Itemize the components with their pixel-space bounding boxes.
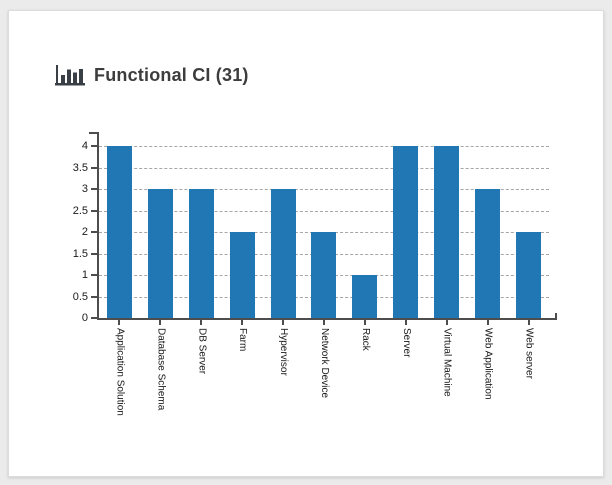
y-axis-tick-label: 2 (81, 226, 88, 238)
y-axis-tick (91, 252, 99, 255)
x-axis-label: Rack (359, 328, 371, 351)
bar-web-server[interactable] (516, 232, 542, 318)
x-label-slot: Application Solution (99, 328, 140, 428)
bar-db-server[interactable] (188, 189, 214, 318)
x-axis-label: DB Server (196, 328, 208, 375)
x-axis-label: Server (400, 328, 412, 358)
y-axis-tick (91, 188, 99, 190)
y-axis-tick-label: 1.5 (72, 247, 88, 260)
bar-hypervisor[interactable] (270, 189, 296, 318)
y-axis-tick-label: 2.5 (72, 204, 88, 217)
x-label-slot: Web Application (467, 328, 508, 428)
bar-slot (99, 132, 140, 318)
x-axis-tick (363, 320, 366, 325)
bar-slot (222, 132, 263, 318)
x-axis-tick (200, 320, 203, 325)
bar-application-solution[interactable] (106, 146, 132, 318)
bar-farm[interactable] (229, 232, 255, 318)
gridline (99, 210, 549, 212)
y-axis-tick (91, 145, 99, 147)
x-label-slot: Farm (222, 328, 263, 428)
bars-row (99, 132, 549, 318)
x-label-slot: Hypervisor (263, 328, 304, 428)
x-axis-label: Virtual Machine (441, 328, 453, 397)
x-axis-label: Web server (523, 328, 535, 379)
gridline (99, 167, 549, 169)
x-axis-tick (241, 320, 244, 325)
x-label-slot: Virtual Machine (426, 328, 467, 428)
y-axis-tick-label: 3 (81, 183, 88, 195)
x-axis-tick (159, 320, 162, 325)
y-axis-tick-label: 0.5 (72, 290, 88, 303)
bar-slot (344, 132, 385, 318)
y-axis-tick-label: 3.5 (72, 161, 88, 174)
x-axis-tick (323, 320, 325, 325)
x-label-slot: Web server (508, 328, 549, 428)
gridline (99, 146, 549, 147)
x-axis-end-cap (555, 313, 557, 320)
y-axis-tick (91, 231, 99, 233)
y-axis-tick (91, 317, 99, 319)
y-axis-tick (91, 209, 99, 212)
x-label-slot: Database Schema (140, 328, 181, 428)
y-axis-end-cap (89, 132, 97, 134)
x-axis-tick (527, 320, 530, 325)
bar-server[interactable] (393, 146, 419, 318)
bar-slot (140, 132, 181, 318)
y-axis-tick (91, 295, 99, 298)
x-axis-tick (445, 320, 448, 325)
x-axis-extension (549, 318, 557, 320)
x-axis-label: Hypervisor (278, 328, 290, 376)
y-axis-tick-label: 4 (81, 140, 88, 152)
bar-slot (426, 132, 467, 318)
bar-slot (385, 132, 426, 318)
bar-chart-icon (55, 65, 85, 86)
bar-database-schema[interactable] (147, 189, 173, 318)
report-card: Functional CI (31) Application Solution D… (8, 10, 604, 477)
bar-slot (181, 132, 222, 318)
y-axis-tick (91, 166, 99, 169)
report-header: Functional CI (31) (55, 63, 249, 87)
x-label-slot: Network Device (304, 328, 345, 428)
bar-slot (467, 132, 508, 318)
x-axis-tick (404, 320, 407, 325)
y-axis-tick-label: 0 (81, 312, 88, 324)
bar-rack[interactable] (352, 275, 378, 318)
bar-chart-plot-area: Application Solution Database Schema DB Se… (73, 132, 557, 416)
x-axis-label: Database Schema (155, 328, 167, 411)
y-axis-tick (91, 274, 99, 276)
bar-slot (263, 132, 304, 318)
gridline (99, 189, 549, 190)
page-title: Functional CI (31) (94, 64, 249, 85)
bar-virtual-machine[interactable] (434, 146, 460, 318)
x-axis-label: Network Device (318, 328, 330, 399)
x-label-slot: Server (385, 328, 426, 428)
x-axis-label: Farm (237, 328, 249, 352)
x-label-slot: DB Server (181, 328, 222, 428)
bar-slot (304, 132, 345, 318)
bar-slot (508, 132, 549, 318)
x-labels-row: Application Solution Database Schema DB Se… (99, 328, 549, 428)
x-axis-tick (118, 320, 121, 325)
x-label-slot: Rack (344, 328, 385, 428)
x-axis-tick (486, 320, 489, 325)
y-axis-tick-label: 1 (81, 269, 88, 281)
bar-web-application[interactable] (475, 189, 501, 318)
x-axis-label: Web Application (482, 328, 494, 400)
x-axis-tick (282, 320, 285, 325)
x-axis-label: Application Solution (114, 328, 126, 416)
bar-network-device[interactable] (311, 232, 337, 318)
